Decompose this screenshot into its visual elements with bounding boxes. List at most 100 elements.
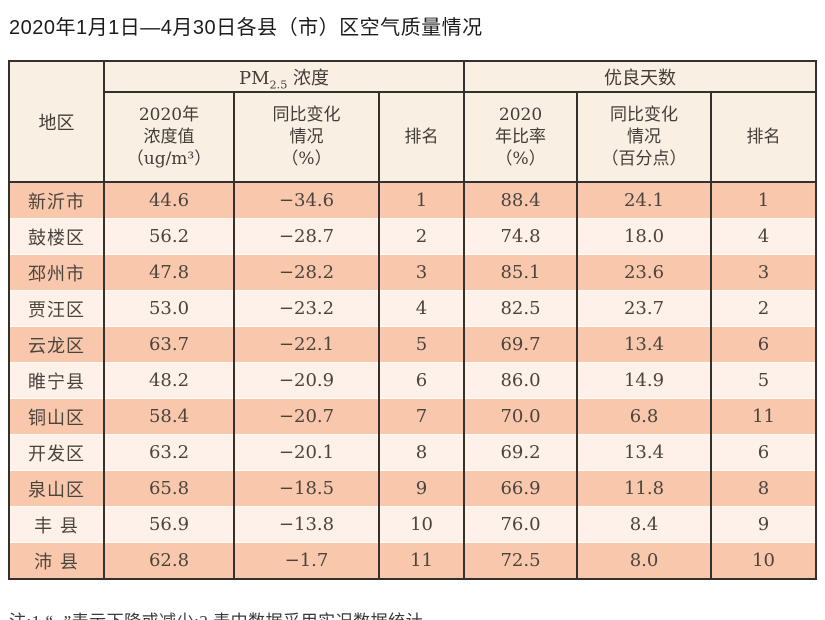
- pm25-concentration-cell: 48.2: [103, 362, 235, 399]
- table-header: 地区 PM2.5 浓度 优良天数 2020年 浓度值 （ug/m³） 同比变化 …: [8, 60, 818, 183]
- region-cell: 丰 县: [8, 506, 105, 543]
- pm25-concentration-cell: 56.9: [103, 506, 235, 543]
- pm25-rank-cell: 1: [377, 181, 466, 219]
- pm25-change-cell: −28.7: [233, 218, 380, 255]
- table-row: 开发区 63.2 −20.1 8 69.2 13.4 6: [8, 434, 818, 471]
- good-days-ratio-cell: 70.0: [463, 398, 579, 435]
- good-days-change-cell: 14.9: [576, 362, 713, 399]
- good-days-rank-cell: 5: [710, 362, 818, 399]
- pm25-concentration-cell: 58.4: [103, 398, 235, 435]
- good-days-ratio-cell: 76.0: [463, 506, 579, 543]
- good-days-change-cell: 13.4: [576, 326, 713, 363]
- pm25-change-cell: −28.2: [233, 254, 380, 291]
- good-days-change-cell: 24.1: [576, 181, 713, 219]
- pm25-change-header: 同比变化 情况 （%）: [233, 91, 380, 183]
- pm25-change-cell: −23.2: [233, 290, 380, 327]
- good-days-change-cell: 6.8: [576, 398, 713, 435]
- region-cell: 鼓楼区: [8, 218, 105, 255]
- region-cell: 铜山区: [8, 398, 105, 435]
- good-days-change-cell: 8.4: [576, 506, 713, 543]
- region-cell: 沛 县: [8, 542, 105, 580]
- table-row: 贾汪区 53.0 −23.2 4 82.5 23.7 2: [8, 290, 818, 327]
- table-row: 新沂市 44.6 −34.6 1 88.4 24.1 1: [8, 181, 818, 219]
- good-days-rank-header: 排名: [710, 91, 818, 183]
- pm25-rank-cell: 11: [377, 542, 466, 580]
- pm25-rank-cell: 5: [377, 326, 466, 363]
- pm25-rank-cell: 8: [377, 434, 466, 471]
- pm25-concentration-cell: 53.0: [103, 290, 235, 327]
- good-days-ratio-cell: 69.2: [463, 434, 579, 471]
- good-days-rank-cell: 8: [710, 470, 818, 507]
- pm25-rank-cell: 7: [377, 398, 466, 435]
- table-row: 睢宁县 48.2 −20.9 6 86.0 14.9 5: [8, 362, 818, 399]
- good-days-ratio-cell: 74.8: [463, 218, 579, 255]
- pm25-change-cell: −1.7: [233, 542, 380, 580]
- good-days-ratio-cell: 72.5: [463, 542, 579, 580]
- good-days-change-cell: 23.6: [576, 254, 713, 291]
- pm25-concentration-cell: 62.8: [103, 542, 235, 580]
- pm25-rank-cell: 2: [377, 218, 466, 255]
- good-days-rank-cell: 3: [710, 254, 818, 291]
- pm25-label-subscript: 2.5: [269, 78, 288, 92]
- good-days-ratio-cell: 66.9: [463, 470, 579, 507]
- header-sub-row: 2020年 浓度值 （ug/m³） 同比变化 情况 （%） 排名 2020 年比…: [9, 91, 818, 183]
- good-days-ratio-cell: 88.4: [463, 181, 579, 219]
- good-days-ratio-cell: 69.7: [463, 326, 579, 363]
- good-days-rank-cell: 2: [710, 290, 818, 327]
- pm25-concentration-cell: 63.2: [103, 434, 235, 471]
- pm25-rank-header: 排名: [377, 91, 466, 183]
- good-days-ratio-cell: 82.5: [463, 290, 579, 327]
- pm25-change-cell: −22.1: [233, 326, 380, 363]
- good-days-rank-cell: 9: [710, 506, 818, 543]
- table-row: 鼓楼区 56.2 −28.7 2 74.8 18.0 4: [8, 218, 818, 255]
- good-days-group-header: 优良天数: [463, 60, 818, 93]
- pm25-change-cell: −13.8: [233, 506, 380, 543]
- pm25-concentration-cell: 44.6: [103, 181, 235, 219]
- footnote: 注:1.“−”表示下降或减少;2.表中数据采用实况数据统计。: [9, 607, 825, 620]
- good-days-ratio-cell: 85.1: [463, 254, 579, 291]
- table-row: 泉山区 65.8 −18.5 9 66.9 11.8 8: [8, 470, 818, 507]
- region-cell: 开发区: [8, 434, 105, 471]
- pm25-change-cell: −20.1: [233, 434, 380, 471]
- pm25-change-cell: −18.5: [233, 470, 380, 507]
- table-row: 沛 县 62.8 −1.7 11 72.5 8.0 10: [8, 542, 818, 580]
- pm25-rank-cell: 4: [377, 290, 466, 327]
- region-cell: 贾汪区: [8, 290, 105, 327]
- header-group-row: 地区 PM2.5 浓度 优良天数: [8, 60, 818, 183]
- good-days-ratio-header: 2020 年比率 （%）: [463, 91, 579, 183]
- region-cell: 睢宁县: [8, 362, 105, 399]
- pm25-rank-cell: 9: [377, 470, 466, 507]
- good-days-ratio-cell: 86.0: [463, 362, 579, 399]
- table-row: 云龙区 63.7 −22.1 5 69.7 13.4 6: [8, 326, 818, 363]
- pm25-concentration-cell: 65.8: [103, 470, 235, 507]
- good-days-rank-cell: 6: [710, 434, 818, 471]
- pm25-label-suffix: 浓度: [287, 67, 330, 89]
- pm25-concentration-header: 2020年 浓度值 （ug/m³）: [103, 91, 235, 183]
- pm25-group-header: PM2.5 浓度: [102, 60, 466, 93]
- good-days-rank-cell: 6: [710, 326, 818, 363]
- pm25-concentration-cell: 56.2: [103, 218, 235, 255]
- good-days-change-cell: 23.7: [576, 290, 713, 327]
- pm25-change-cell: −34.6: [233, 181, 380, 219]
- air-quality-table: 地区 PM2.5 浓度 优良天数 2020年 浓度值 （ug/m³） 同比变化 …: [8, 60, 818, 580]
- good-days-rank-cell: 11: [710, 398, 818, 435]
- page-title: 2020年1月1日—4月30日各县（市）区空气质量情况: [9, 17, 483, 39]
- region-cell: 邳州市: [8, 254, 105, 291]
- good-days-change-cell: 18.0: [576, 218, 713, 255]
- pm25-rank-cell: 10: [377, 506, 466, 543]
- region-cell: 云龙区: [8, 326, 105, 363]
- table-row: 铜山区 58.4 −20.7 7 70.0 6.8 11: [8, 398, 818, 435]
- pm25-rank-cell: 3: [377, 254, 466, 291]
- pm25-change-cell: −20.7: [233, 398, 380, 435]
- good-days-change-header: 同比变化 情况 （百分点）: [576, 91, 713, 183]
- pm25-rank-cell: 6: [377, 362, 466, 399]
- pm25-concentration-cell: 47.8: [103, 254, 235, 291]
- pm25-change-cell: −20.9: [233, 362, 380, 399]
- table-body: 新沂市 44.6 −34.6 1 88.4 24.1 1 鼓楼区 56.2 −2…: [8, 181, 818, 580]
- good-days-rank-cell: 4: [710, 218, 818, 255]
- pm25-label-prefix: PM: [239, 67, 270, 89]
- pm25-concentration-cell: 63.7: [103, 326, 235, 363]
- good-days-change-cell: 13.4: [576, 434, 713, 471]
- region-cell: 新沂市: [8, 181, 105, 219]
